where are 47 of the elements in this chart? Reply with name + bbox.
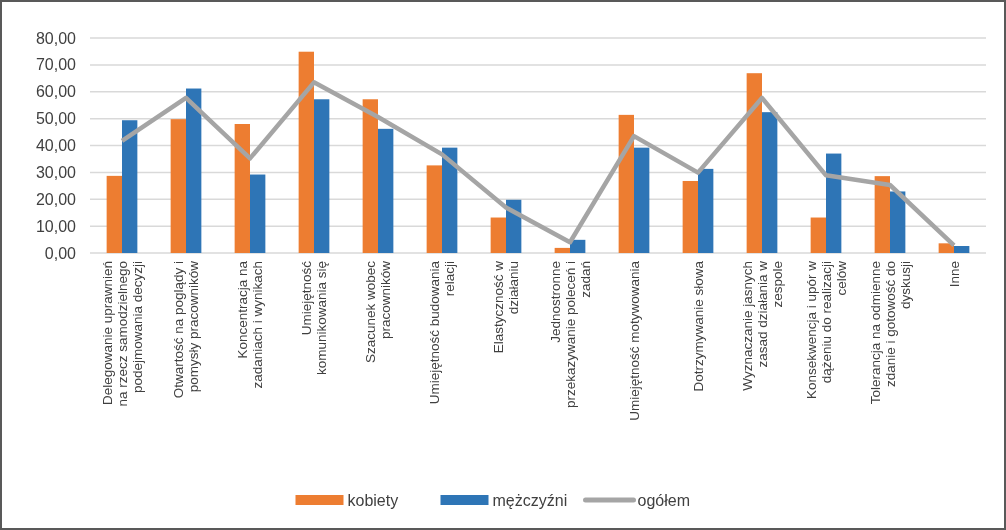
y-tick-label: 40,00 — [35, 137, 77, 155]
bar — [298, 51, 314, 253]
x-tick-label: Inne — [946, 261, 962, 288]
legend-label: ogółem — [637, 491, 690, 509]
x-tick-label: Wyznaczanie jasnych zasad działania w zespole — [739, 260, 785, 391]
bar — [362, 99, 378, 253]
y-tick-label: 0,00 — [44, 244, 77, 262]
bar — [234, 124, 250, 253]
x-tick-label: Umiejętność motywowania — [626, 260, 642, 421]
bar — [762, 112, 778, 253]
y-tick-label: 20,00 — [35, 190, 77, 208]
bar — [890, 191, 906, 253]
x-tick-label: Jednostronne przekazywanie poleceń i zadań — [547, 261, 593, 409]
bar — [554, 247, 570, 253]
bar — [170, 119, 186, 253]
bar — [570, 239, 586, 253]
bar — [122, 120, 138, 253]
y-tick-label: 50,00 — [35, 110, 77, 128]
x-tick-label: Delegowanie uprawnień na rzecz samodzielnego podejmowania decyzji — [99, 261, 145, 407]
bar — [810, 217, 826, 253]
bar — [618, 114, 634, 253]
legend-label: kobiety — [347, 491, 399, 509]
legend-label: mężczyźni — [492, 491, 568, 509]
y-tick-label: 80,00 — [35, 29, 77, 47]
y-tick-label: 60,00 — [35, 83, 77, 101]
bar — [106, 175, 122, 253]
bar — [874, 176, 890, 253]
bar — [698, 168, 714, 253]
bar — [682, 180, 698, 253]
bar — [938, 243, 954, 253]
bar — [746, 73, 762, 253]
x-tick-label: Umiejętność budowania relacji — [427, 260, 458, 405]
y-tick-label: 30,00 — [35, 163, 77, 181]
bar — [426, 165, 442, 253]
bar — [378, 128, 394, 253]
bar — [314, 99, 330, 253]
bar — [186, 88, 202, 253]
y-tick-label: 70,00 — [35, 56, 77, 74]
line-series — [119, 80, 957, 248]
bar — [634, 147, 650, 253]
bar — [250, 174, 266, 253]
x-tick-label: Dotrzymywanie słowa — [690, 260, 706, 392]
y-tick-label: 10,00 — [35, 217, 77, 235]
bar — [442, 147, 458, 253]
bar — [490, 217, 506, 253]
bar — [826, 153, 842, 253]
bar — [954, 246, 970, 253]
